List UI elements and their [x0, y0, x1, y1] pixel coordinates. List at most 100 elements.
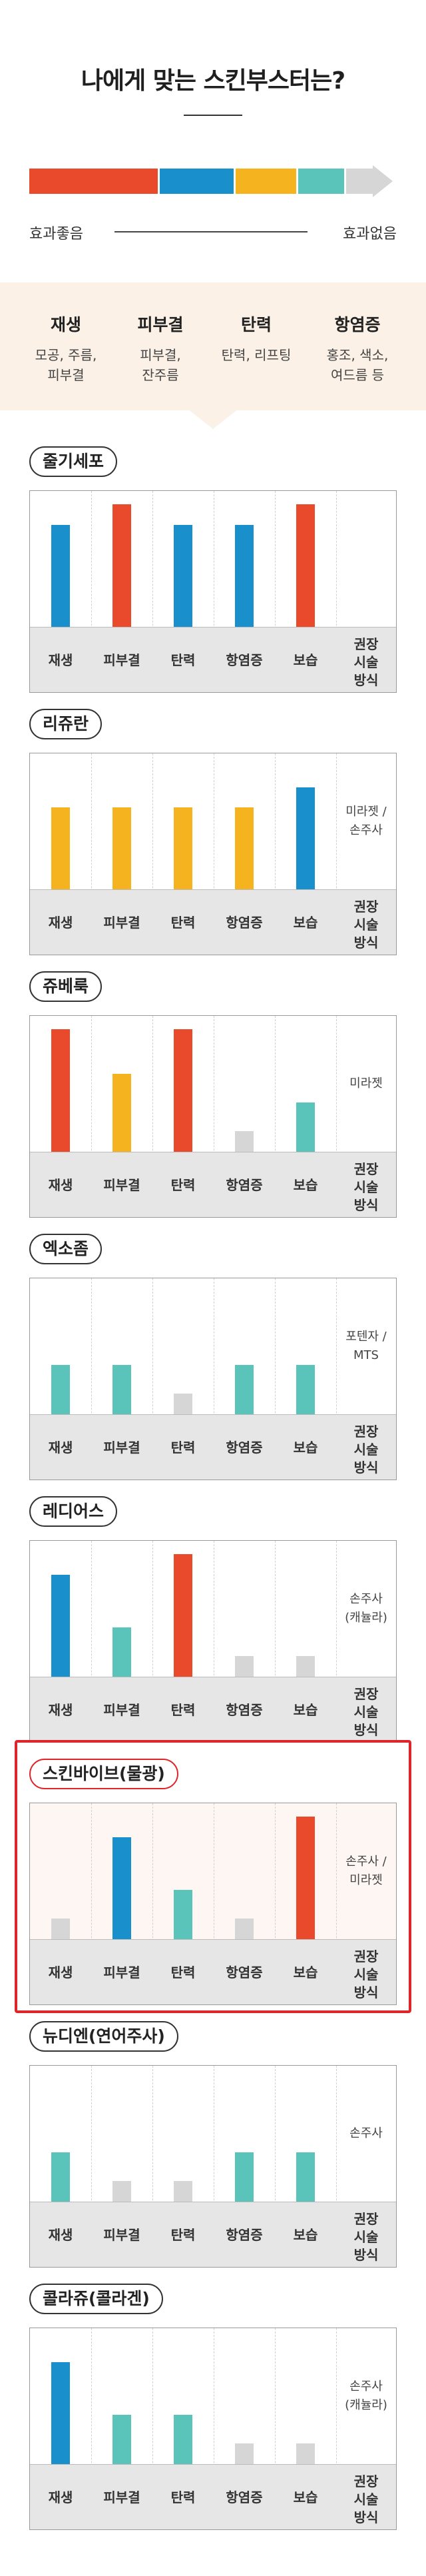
legend-head: 피부결 — [137, 315, 184, 334]
recommended-header-line: 시술 — [353, 1442, 379, 1458]
legend-desc: 탄력, 리프팅 — [213, 345, 300, 365]
recommended-header-line: 시술 — [353, 654, 379, 670]
category-axis: 재생 피부결 탄력 항염증 보습 권장 시술 방식 — [30, 2202, 396, 2267]
category-axis: 재생 피부결 탄력 항염증 보습 권장 시술 방식 — [30, 2464, 396, 2529]
legend-desc-line: 홍조, 색소, — [326, 347, 389, 363]
bar-재생 — [51, 807, 70, 889]
category-label: 피부결 — [103, 2227, 140, 2243]
column-divider — [336, 1541, 337, 1742]
legend-item-elasticity: 탄력 탄력, 리프팅 — [213, 312, 300, 365]
column-divider — [152, 1016, 153, 1217]
legend-pointer — [188, 409, 238, 429]
category-label: 보습 — [293, 652, 318, 668]
column-divider — [275, 2328, 276, 2529]
treatment-chart: 포텐자 / MTS 재생 피부결 탄력 항염증 보습 권장 시술 방식 — [29, 1278, 397, 1480]
category-label: 재생 — [48, 652, 73, 668]
recommended-header-line: 방식 — [353, 935, 379, 951]
recommended-header-line: 시술 — [353, 1704, 379, 1720]
category-label: 탄력 — [170, 652, 196, 668]
treatment-section: 리쥬란 미라젯 / 손주사 재생 피부결 탄력 항염증 보습 권장 시술 방식 — [0, 709, 426, 969]
recommended-method-line: 미라젯 — [349, 1076, 383, 1090]
recommended-method-header: 권장 시술 방식 — [336, 2473, 396, 2527]
recommended-header-line: 방식 — [353, 672, 379, 688]
bar-항염증 — [235, 1365, 254, 1414]
legend-head: 재생 — [50, 315, 81, 334]
recommended-header-line: 권장 — [353, 1424, 379, 1440]
plot-area: 포텐자 / MTS — [30, 1278, 396, 1414]
plot-area: 미라젯 / 손주사 — [30, 753, 396, 889]
bar-보습 — [296, 787, 315, 889]
bar-재생 — [51, 2152, 70, 2202]
recommended-method-header: 권장 시술 방식 — [336, 636, 396, 689]
category-label: 피부결 — [103, 915, 140, 931]
treatment-name: 쥬베룩 — [29, 971, 103, 1002]
category-label: 피부결 — [103, 1702, 140, 1718]
category-label: 재생 — [48, 1177, 73, 1193]
recommended-header-line: 방식 — [353, 1722, 379, 1738]
bar-탄력 — [174, 525, 192, 627]
category-label: 피부결 — [103, 1440, 140, 1456]
column-divider — [275, 1803, 276, 2004]
category-label: 보습 — [293, 1964, 318, 1980]
treatment-chart: 미라젯 / 손주사 재생 피부결 탄력 항염증 보습 권장 시술 방식 — [29, 753, 397, 955]
category-label: 항염증 — [226, 915, 263, 931]
page-title: 나에게 맞는 스킨부스터는? — [81, 67, 345, 95]
recommended-header-line: 권장 — [353, 1686, 379, 1702]
scale-segment — [298, 169, 344, 194]
recommended-method: 포텐자 / MTS — [333, 1328, 399, 1365]
column-divider — [275, 2066, 276, 2267]
category-label: 탄력 — [170, 1964, 196, 1980]
treatment-chart: 재생 피부결 탄력 항염증 보습 권장 시술 방식 — [29, 490, 397, 693]
recommended-method-line: 미라젯 / — [345, 805, 387, 819]
column-divider — [336, 491, 337, 692]
bar-항염증 — [235, 525, 254, 627]
plot-area: 손주사 (캐뉼라) — [30, 2328, 396, 2464]
column-divider — [336, 1803, 337, 2004]
category-label: 재생 — [48, 1702, 73, 1718]
scale-label-none: 효과없음 — [343, 226, 397, 242]
bar-탄력 — [174, 1029, 192, 1152]
category-label: 탄력 — [170, 2227, 196, 2243]
category-label: 피부결 — [103, 1964, 140, 1980]
column-divider — [275, 753, 276, 955]
plot-area: 손주사 (캐뉼라) — [30, 1541, 396, 1677]
category-axis: 재생 피부결 탄력 항염증 보습 권장 시술 방식 — [30, 1152, 396, 1217]
recommended-method-line: 손주사 — [349, 2379, 383, 2393]
bar-보습 — [296, 504, 315, 627]
treatment-name: 콜라쥬(콜라겐) — [29, 2284, 163, 2314]
column-divider — [91, 2066, 92, 2267]
category-label: 재생 — [48, 1440, 73, 1456]
bar-탄력 — [174, 1890, 192, 1939]
recommended-method-line: (캐뉼라) — [345, 1611, 387, 1625]
treatment-chart: 손주사 / 미라젯 재생 피부결 탄력 항염증 보습 권장 시술 방식 — [29, 1803, 397, 2005]
treatment-name: 뉴디엔(연어주사) — [29, 2021, 178, 2052]
category-label: 재생 — [48, 2489, 73, 2505]
column-divider — [152, 2328, 153, 2529]
treatment-chart: 손주사 (캐뉼라) 재생 피부결 탄력 항염증 보습 권장 시술 방식 — [29, 1540, 397, 1743]
category-label: 보습 — [293, 1702, 318, 1718]
legend-desc-line: 피부결 — [47, 367, 85, 383]
column-divider — [91, 1803, 92, 2004]
category-axis: 재생 피부결 탄력 항염증 보습 권장 시술 방식 — [30, 1414, 396, 1480]
category-legend: 재생 모공, 주름, 피부결 피부결 피부결, 잔주름 탄력 탄력, 리프팅 항… — [0, 282, 426, 410]
column-divider — [152, 2066, 153, 2267]
recommended-method-line: 포텐자 / — [345, 1330, 387, 1344]
bar-보습 — [296, 2443, 315, 2464]
column-divider — [152, 1803, 153, 2004]
bar-재생 — [51, 1029, 70, 1152]
bar-재생 — [51, 525, 70, 627]
column-divider — [275, 1016, 276, 1217]
category-label: 재생 — [48, 1964, 73, 1980]
recommended-header-line: 권장 — [353, 1948, 379, 1964]
treatment-name: 줄기세포 — [29, 446, 118, 477]
recommended-header-line: 방식 — [353, 2247, 379, 2263]
legend-desc-line: 잔주름 — [142, 367, 179, 383]
legend-desc-line: 모공, 주름, — [35, 347, 97, 363]
recommended-method: 미라젯 — [333, 1074, 399, 1093]
bar-재생 — [51, 2362, 70, 2464]
recommended-header-line: 방식 — [353, 2509, 379, 2525]
category-label: 탄력 — [170, 2489, 196, 2505]
